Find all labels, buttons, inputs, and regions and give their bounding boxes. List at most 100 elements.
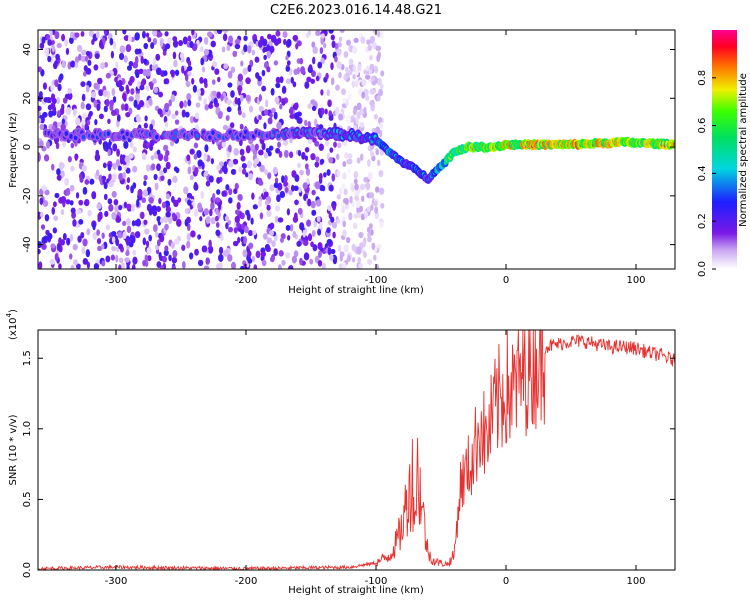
noise-blob — [50, 83, 55, 92]
noise-blob — [275, 147, 281, 154]
noise-blob — [238, 87, 242, 96]
noise-blob — [80, 30, 85, 37]
noise-blob — [338, 263, 344, 269]
noise-blob — [264, 109, 269, 116]
noise-blob — [179, 100, 184, 109]
noise-blob — [287, 235, 291, 241]
noise-blob — [88, 110, 93, 117]
noise-blob — [186, 65, 193, 72]
noise-blob — [57, 110, 61, 117]
noise-blob — [56, 168, 61, 176]
noise-blob — [172, 39, 179, 48]
noise-blob — [112, 41, 117, 50]
noise-blob — [345, 66, 349, 73]
noise-blob — [239, 123, 244, 130]
noise-blob — [248, 105, 254, 113]
noise-blob — [122, 30, 127, 35]
noise-blob — [299, 169, 304, 176]
noise-blob — [245, 94, 251, 102]
noise-blob — [123, 201, 128, 209]
noise-blob — [149, 83, 154, 91]
noise-blob — [165, 211, 171, 218]
noise-blob — [269, 256, 275, 263]
noise-blob — [39, 124, 45, 131]
noise-blob — [74, 32, 80, 38]
noise-blob — [185, 80, 191, 88]
noise-blob — [264, 168, 268, 175]
noise-blob — [245, 145, 251, 154]
noise-blob — [82, 186, 88, 195]
noise-blob — [227, 254, 233, 262]
noise-blob — [304, 147, 310, 153]
noise-blob — [42, 111, 48, 118]
noise-blob — [91, 91, 97, 99]
noise-blob — [82, 258, 89, 265]
noise-blob — [53, 215, 59, 221]
noise-blob — [257, 39, 263, 48]
noise-blob — [315, 156, 320, 163]
noise-blob — [177, 197, 182, 203]
noise-blob — [200, 46, 204, 52]
noise-blob — [128, 61, 134, 67]
noise-blob — [60, 123, 66, 132]
noise-blob — [119, 154, 124, 163]
noise-blob — [241, 112, 246, 119]
noise-blob — [161, 201, 167, 209]
noise-blob — [62, 233, 67, 241]
noise-blob — [125, 44, 132, 53]
noise-blob — [213, 97, 218, 106]
noise-blob — [40, 211, 44, 218]
noise-blob — [264, 199, 269, 206]
noise-blob — [125, 84, 129, 92]
noise-blob — [41, 185, 47, 192]
noise-blob — [305, 167, 311, 176]
noise-blob — [298, 187, 302, 193]
noise-blob — [136, 198, 140, 208]
noise-blob — [359, 122, 365, 128]
noise-blob — [375, 45, 382, 52]
noise-blob — [318, 250, 322, 258]
noise-blob — [358, 231, 364, 239]
noise-blob — [352, 73, 356, 80]
noise-blob — [51, 163, 55, 171]
noise-blob — [288, 151, 294, 159]
noise-blob — [114, 205, 120, 213]
noise-blob — [275, 76, 281, 84]
noise-blob — [126, 177, 131, 184]
noise-blob — [338, 71, 342, 79]
noise-blob — [336, 153, 340, 160]
noise-blob — [173, 59, 178, 68]
noise-blob — [354, 183, 359, 191]
noise-blob — [203, 36, 209, 45]
noise-blob — [314, 161, 320, 168]
noise-blob — [220, 94, 224, 102]
noise-blob — [122, 92, 127, 101]
noise-blob — [158, 197, 162, 205]
noise-blob — [58, 161, 65, 170]
noise-blob — [297, 162, 302, 168]
noise-blob — [234, 38, 241, 45]
noise-blob — [186, 192, 193, 199]
noise-blob — [118, 204, 123, 211]
noise-blob — [188, 252, 194, 260]
noise-blob — [205, 180, 211, 187]
noise-blob — [301, 151, 306, 160]
snr-panel: -300 -200 -100 0 100 0.0 0.5 1.0 1.5 Height of s… — [5, 309, 676, 596]
noise-blob — [360, 36, 366, 44]
noise-blob — [132, 249, 137, 256]
noise-blob — [38, 66, 43, 73]
noise-blob — [38, 153, 41, 162]
noise-blob — [81, 165, 87, 172]
noise-blob — [186, 232, 191, 242]
noise-blob — [77, 235, 82, 243]
noise-blob — [56, 42, 62, 49]
noise-blob — [264, 243, 271, 251]
noise-blob — [159, 170, 164, 177]
noise-blob — [85, 85, 90, 93]
noise-blob — [328, 115, 334, 121]
noise-blob — [159, 39, 164, 48]
noise-blob — [107, 148, 111, 157]
noise-blob — [80, 55, 87, 62]
noise-blob — [109, 99, 115, 107]
noise-blob — [164, 102, 170, 111]
